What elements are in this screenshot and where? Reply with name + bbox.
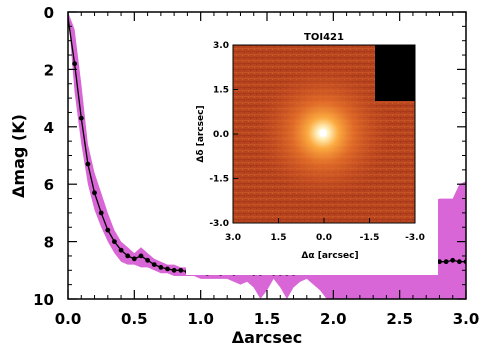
data-point: [437, 259, 442, 265]
inset-x-tick-label: 3.0: [225, 233, 241, 243]
y-axis-title: Δmag (K): [9, 114, 28, 198]
data-point: [131, 256, 137, 262]
inset-y-tick-label: -1.5: [209, 175, 229, 185]
inset-tick-labels: 3.0 1.5 0.0 -1.5 -3.0 3.0 1.5 0.0 -1.5 -3.0: [209, 41, 425, 243]
inset-y-tick-label: 3.0: [213, 41, 229, 51]
inset-y-tick-label: -3.0: [209, 219, 229, 229]
x-tick-label: 2.0: [320, 310, 347, 328]
y-tick-label: 2: [44, 61, 54, 79]
data-point: [457, 259, 462, 265]
inset-axis-ticks: [232, 44, 416, 224]
toi421-image-inset: 3.0 1.5 0.0 -1.5 -3.0 3.0 1.5 0.0 -1.5 -3.0 TOI42…: [186, 30, 438, 275]
x-axis-title: Δarcsec: [232, 328, 302, 347]
x-tick-label: 1.5: [254, 310, 281, 328]
y-tick-label: 8: [44, 234, 54, 252]
inset-title: TOI421: [304, 32, 344, 43]
x-tick-label: 2.5: [386, 310, 413, 328]
x-tick-label: 1.0: [187, 310, 214, 328]
data-point: [125, 253, 131, 259]
data-point: [443, 259, 449, 265]
x-tick-label: 3.0: [453, 310, 480, 328]
data-point: [158, 265, 164, 270]
inset-x-axis-title: Δα [arcsec]: [301, 251, 358, 261]
masked-corner: [375, 45, 415, 101]
x-tick-label: 0.5: [121, 310, 148, 328]
y-tick-label: 4: [44, 119, 54, 137]
data-point: [118, 247, 124, 253]
inset-y-tick-label: 0.0: [213, 130, 229, 140]
data-point: [78, 115, 84, 121]
data-point: [105, 227, 111, 233]
plot-frame: [67, 11, 467, 300]
target-star-core: [319, 129, 327, 137]
data-point: [98, 210, 104, 216]
inset-y-axis-title: Δδ [arcsec]: [196, 105, 206, 162]
data-point: [178, 267, 184, 273]
data-point: [171, 267, 177, 273]
y-tick-label: 6: [44, 176, 54, 194]
inset-x-tick-label: -1.5: [360, 233, 380, 243]
data-point: [145, 257, 151, 263]
inset-x-tick-label: 1.5: [271, 233, 287, 243]
data-point: [450, 257, 456, 263]
x-tick-label: 0.0: [55, 310, 82, 328]
data-point: [112, 239, 117, 245]
data-point: [165, 266, 170, 272]
y-tick-label: 10: [33, 291, 54, 309]
data-point: [72, 61, 77, 67]
data-point: [92, 190, 97, 196]
inset-y-tick-label: 1.5: [213, 86, 229, 96]
main-tick-labels: 0.0 0.5 1.0 1.5 2.0 2.5 3.0 0 2 4 6 8 10: [33, 4, 479, 328]
inset-x-tick-label: -3.0: [405, 233, 425, 243]
y-tick-label: 0: [44, 4, 54, 22]
data-point: [138, 253, 144, 259]
data-point: [151, 262, 157, 267]
inset-x-tick-label: 0.0: [316, 233, 332, 243]
data-point: [85, 161, 91, 167]
